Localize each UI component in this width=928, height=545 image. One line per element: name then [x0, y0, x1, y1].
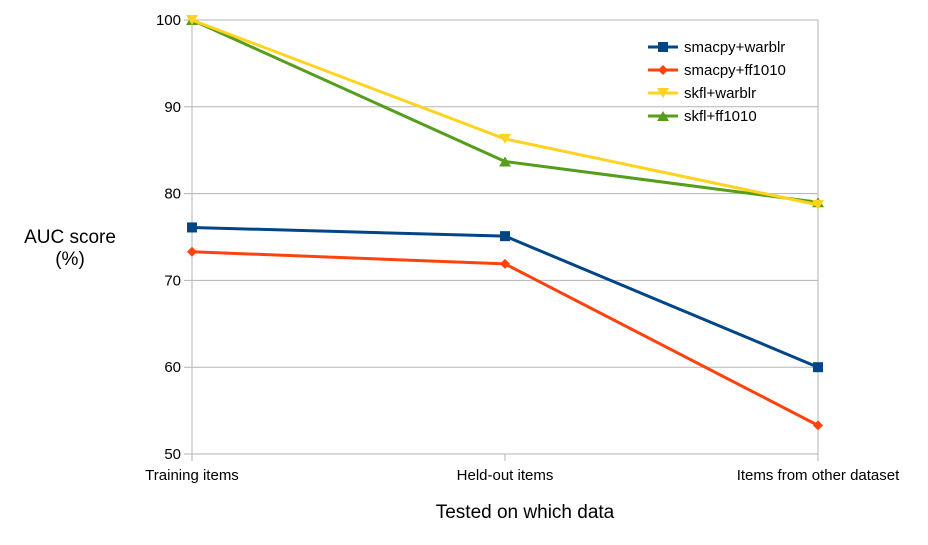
legend-label: skfl+ff1010 [684, 108, 757, 125]
y-tick-label: 90 [164, 99, 181, 116]
data-point-marker [813, 420, 823, 431]
legend-item: smacpy+ff1010 [648, 62, 786, 79]
series-smacpy+warblr [187, 222, 823, 373]
x-tick-label: Training items [145, 467, 239, 484]
data-point-marker [499, 133, 511, 144]
x-axis-tick-labels: Training items Held-out items Items from o… [145, 467, 900, 484]
plot-area-frame [191, 19, 819, 455]
legend-item: skfl+ff1010 [648, 108, 757, 125]
data-point-marker [499, 156, 511, 167]
legend-marker [657, 111, 669, 121]
legend-item: smacpy+warblr [648, 39, 785, 56]
legend-marker [658, 42, 668, 52]
data-point-marker [500, 258, 510, 269]
legend-item: skfl+warblr [648, 85, 756, 102]
y-axis-title-line-1: AUC score [24, 227, 116, 248]
y-axis-title-line-2: (%) [55, 249, 85, 270]
data-point-marker [187, 222, 197, 233]
legend-marker [658, 65, 668, 75]
y-tick-label: 80 [164, 186, 181, 203]
legend-label: smacpy+ff1010 [684, 62, 786, 79]
legend-label: skfl+warblr [684, 85, 756, 102]
y-axis-tick-labels: 50 60 70 80 90 100 [156, 12, 181, 463]
y-tick-label: 60 [164, 359, 181, 376]
series-smacpy+ff1010 [187, 246, 823, 431]
data-point-marker [813, 362, 823, 373]
series-skfl+warblr [186, 15, 824, 210]
legend: smacpy+warblr smacpy+ff1010 skfl+warblr skf… [648, 39, 786, 125]
data-point-marker [186, 15, 198, 25]
legend-label: smacpy+warblr [684, 39, 785, 56]
data-point-marker [187, 246, 197, 257]
series-line [191, 225, 819, 369]
x-tick-label: Items from other dataset [737, 467, 900, 484]
data-point-marker [812, 199, 824, 210]
legend-marker [657, 88, 669, 98]
data-point-marker [500, 231, 510, 242]
y-tick-label: 50 [164, 446, 181, 463]
x-axis-title: Tested on which data [436, 502, 615, 523]
y-tick-label: 100 [156, 12, 181, 29]
series-group [186, 15, 824, 431]
x-tick-label: Held-out items [457, 467, 554, 484]
y-tick-label: 70 [164, 272, 181, 289]
series-line [191, 250, 819, 427]
